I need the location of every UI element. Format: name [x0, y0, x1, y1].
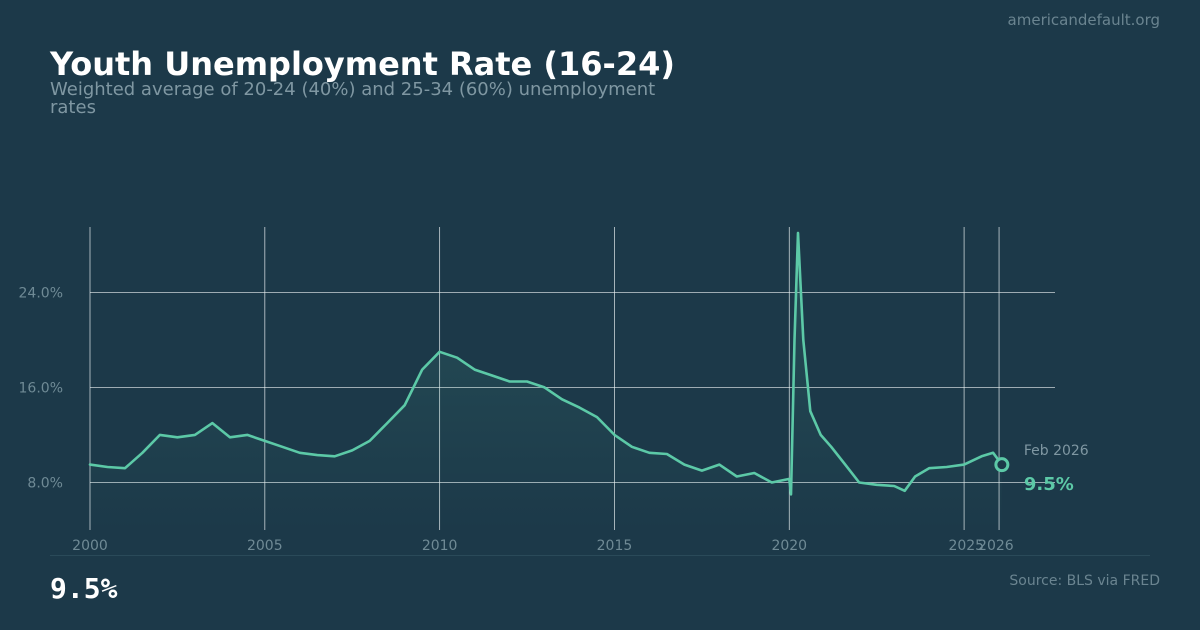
- data-point: [596, 416, 598, 418]
- data-point: [797, 232, 799, 234]
- series-area: [90, 232, 1002, 530]
- data-point: [369, 440, 371, 442]
- y-tick-label: 8.0%: [27, 475, 63, 491]
- data-point: [264, 440, 266, 442]
- data-point: [830, 446, 832, 448]
- data-point: [820, 434, 822, 436]
- data-point: [334, 455, 336, 457]
- x-tick-label: 2005: [247, 538, 283, 554]
- data-point: [386, 422, 388, 424]
- data-point: [945, 466, 947, 468]
- current-value: 9.5%: [50, 572, 118, 605]
- data-point: [613, 434, 615, 436]
- data-point: [124, 467, 126, 469]
- data-point: [753, 472, 755, 474]
- data-point: [683, 463, 685, 465]
- data-point: [106, 466, 108, 468]
- series-line: [88, 231, 1004, 496]
- data-point: [159, 434, 161, 436]
- data-point: [456, 357, 458, 359]
- x-tick-label: 2015: [597, 538, 633, 554]
- data-point: [666, 453, 668, 455]
- data-point: [802, 339, 804, 341]
- data-point: [736, 475, 738, 477]
- data-point: [914, 475, 916, 477]
- data-point: [526, 380, 528, 382]
- x-tick-label: 2026: [978, 538, 1014, 554]
- data-point: [246, 434, 248, 436]
- data-point: [701, 469, 703, 471]
- data-point: [875, 484, 877, 486]
- data-point: [790, 493, 792, 495]
- data-point: [211, 422, 213, 424]
- data-point: [631, 446, 633, 448]
- y-tick-label: 16.0%: [19, 380, 63, 396]
- data-point: [421, 368, 423, 370]
- annotation-date: Feb 2026: [1024, 443, 1089, 459]
- data-point: [299, 452, 301, 454]
- data-point: [893, 485, 895, 487]
- data-point: [980, 455, 982, 457]
- data-point: [788, 478, 790, 480]
- x-tick-label: 2000: [72, 538, 108, 554]
- chart-title: Youth Unemployment Rate (16-24): [50, 45, 675, 83]
- data-point: [473, 368, 475, 370]
- annotation-value: 9.5%: [1024, 474, 1074, 495]
- chart-subtitle: Weighted average of 20-24 (40%) and 25-3…: [50, 79, 656, 118]
- data-point: [194, 434, 196, 436]
- x-tick-label: 2020: [771, 538, 807, 554]
- data-point: [351, 449, 353, 451]
- data-point: [844, 463, 846, 465]
- last-data-point: [994, 457, 1010, 473]
- data-point: [176, 436, 178, 438]
- data-point: [809, 410, 811, 412]
- data-point: [281, 446, 283, 448]
- x-tick-label: 2025: [948, 538, 984, 554]
- data-point: [438, 351, 440, 353]
- data-point: [718, 463, 720, 465]
- source-note: Source: BLS via FRED: [1009, 573, 1160, 589]
- data-point: [793, 339, 795, 341]
- data-point: [771, 481, 773, 483]
- data-point: [648, 452, 650, 454]
- data-point: [491, 374, 493, 376]
- y-tick-label: 24.0%: [19, 285, 63, 301]
- data-point: [858, 481, 860, 483]
- data-point: [963, 463, 965, 465]
- data-point: [578, 406, 580, 408]
- x-tick-label: 2010: [422, 538, 458, 554]
- data-point: [229, 436, 231, 438]
- data-point: [543, 386, 545, 388]
- data-point: [316, 454, 318, 456]
- data-point: [903, 490, 905, 492]
- data-point: [508, 380, 510, 382]
- site-label[interactable]: americandefault.org: [1007, 11, 1160, 29]
- data-point: [403, 404, 405, 406]
- footer-divider: [50, 555, 1150, 556]
- data-point: [89, 463, 91, 465]
- data-point: [992, 452, 994, 454]
- data-point: [928, 467, 930, 469]
- data-point: [561, 398, 563, 400]
- data-point: [141, 452, 143, 454]
